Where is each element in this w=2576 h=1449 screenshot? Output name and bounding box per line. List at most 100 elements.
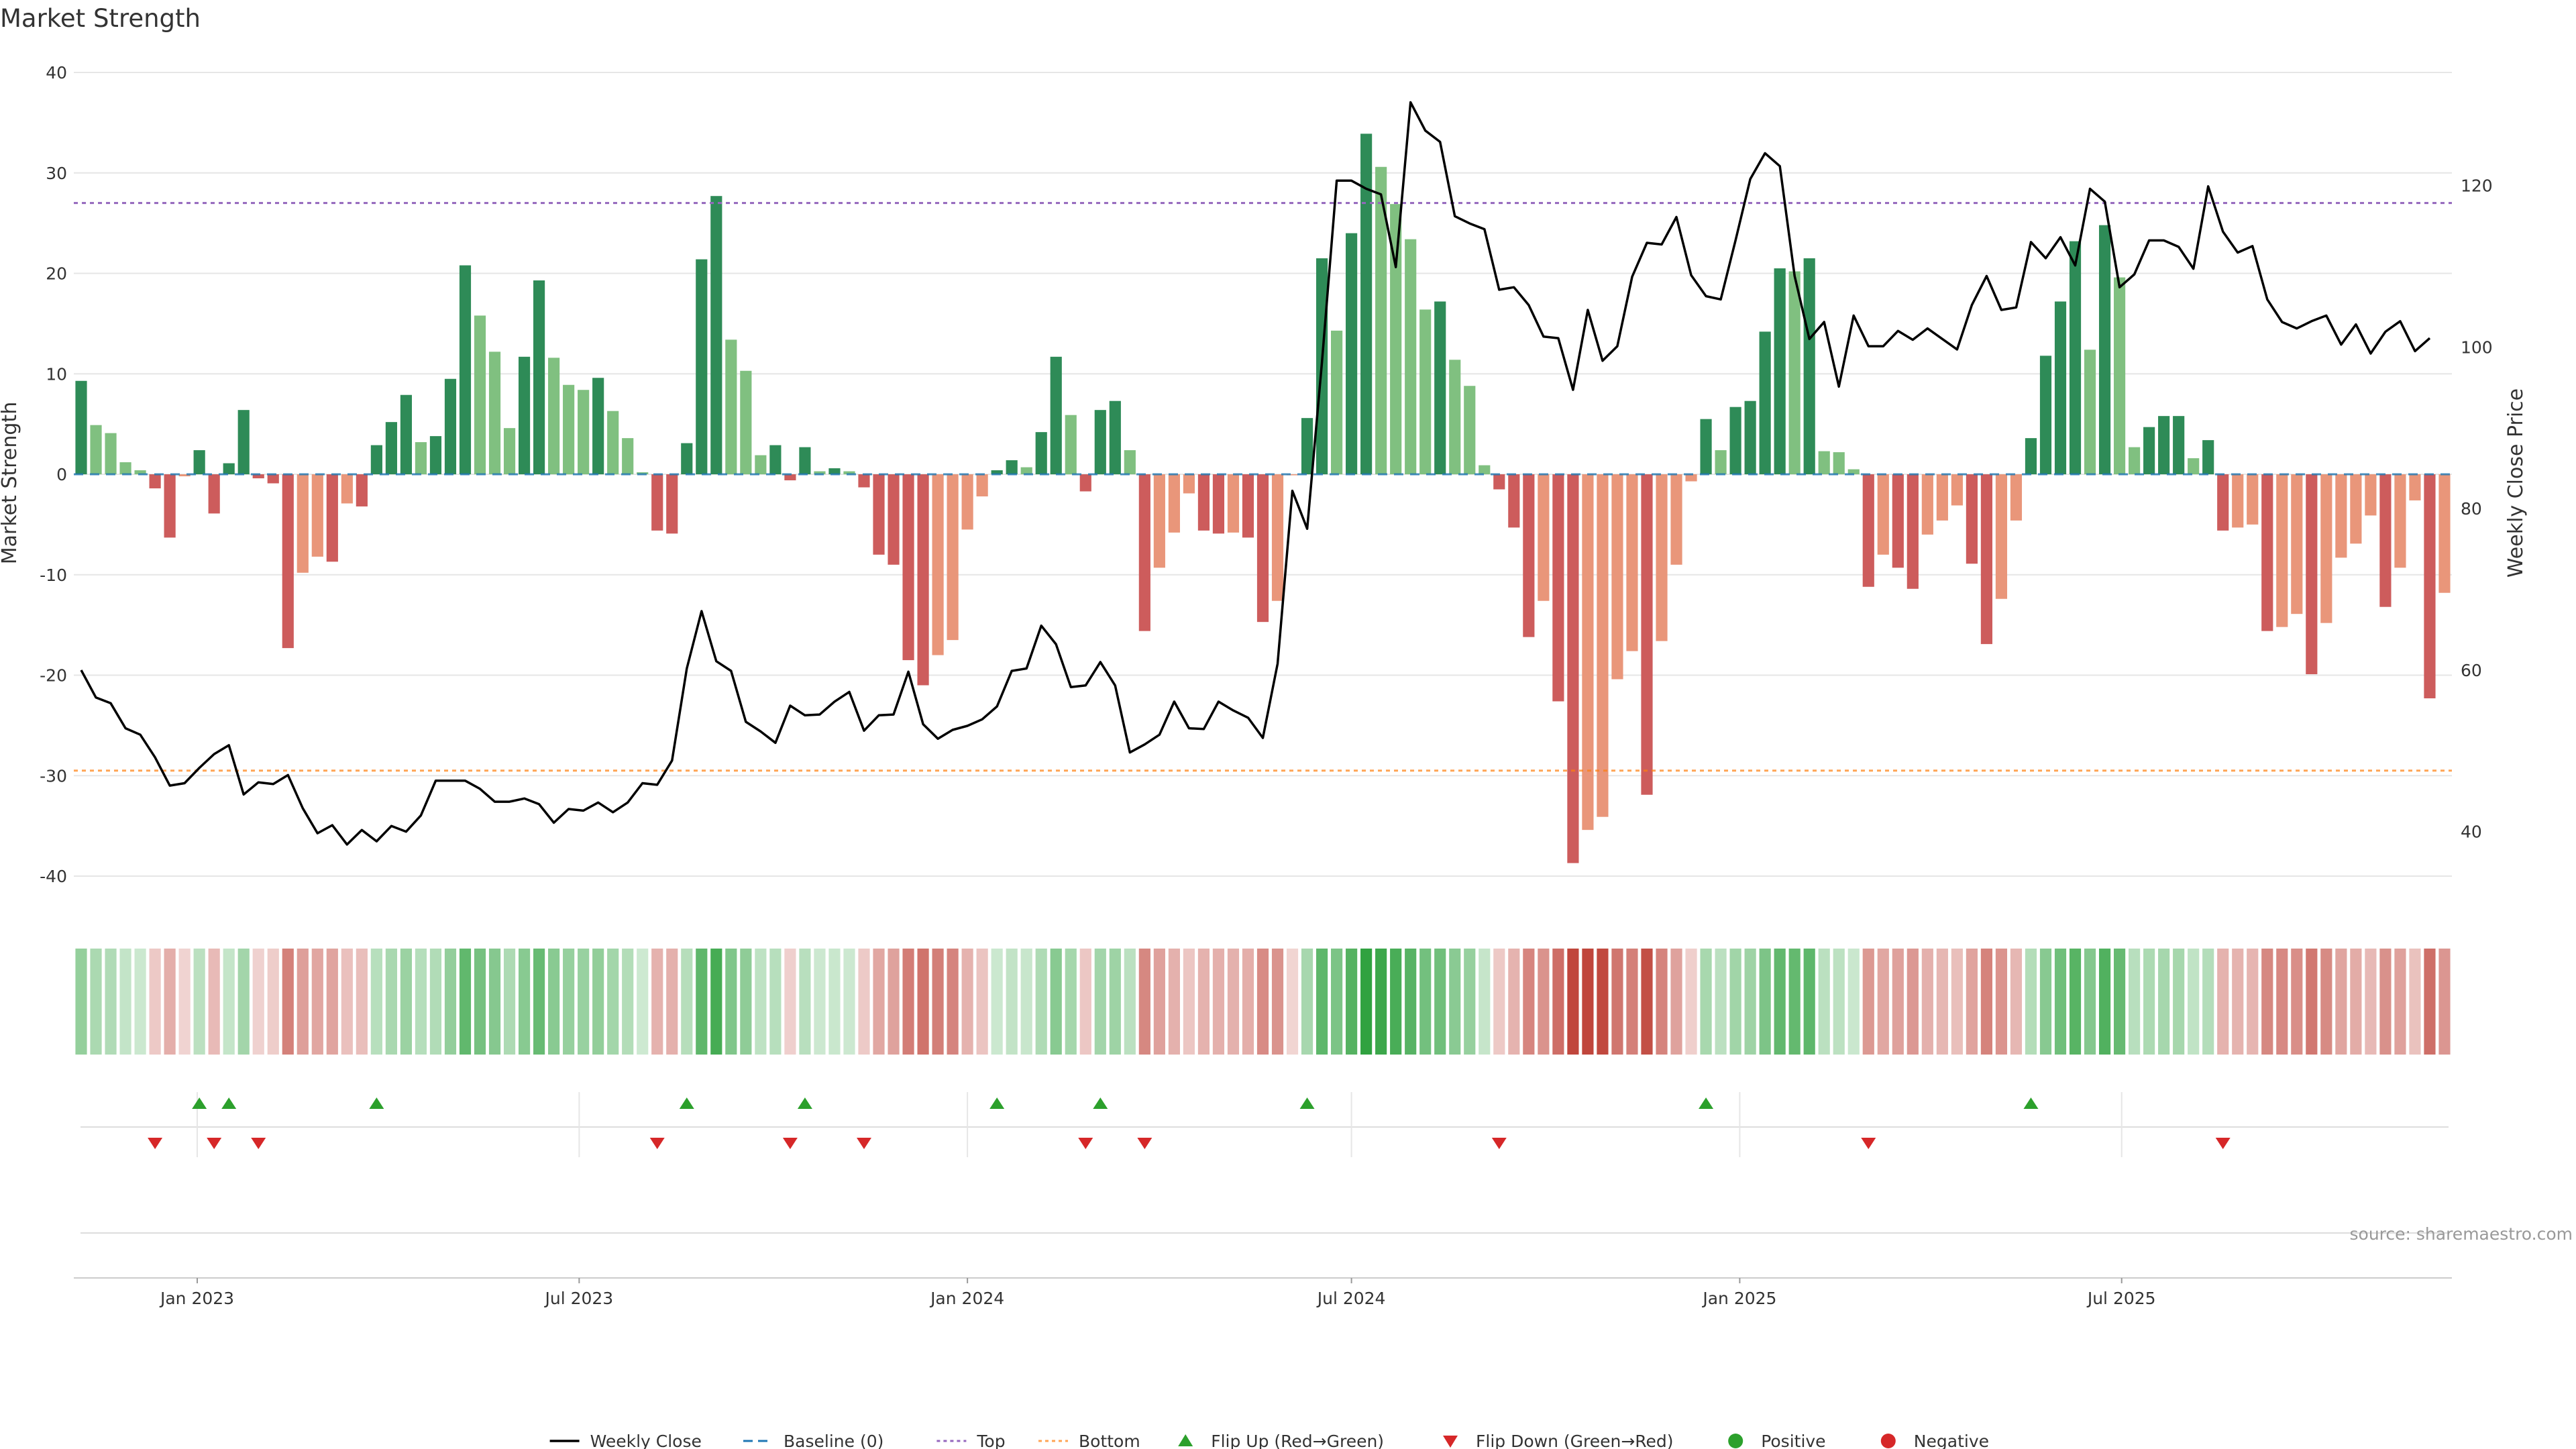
strength-bar xyxy=(2202,440,2214,475)
strength-bar xyxy=(2365,474,2377,516)
weekly-close-series xyxy=(80,101,2431,846)
strength-bar xyxy=(1847,469,1860,475)
heat-cell xyxy=(2113,949,2126,1055)
strength-bar xyxy=(2247,474,2259,525)
strength-bar xyxy=(518,356,531,475)
strength-bar xyxy=(2188,458,2200,475)
heat-cell xyxy=(1360,949,1373,1055)
heat-cell xyxy=(1065,949,1077,1055)
strength-bar xyxy=(1538,474,1550,601)
heat-cell xyxy=(1803,949,1815,1055)
left-tick-label: -10 xyxy=(40,566,67,585)
strength-bar xyxy=(755,455,767,475)
strength-bar xyxy=(1493,474,1505,490)
left-tick-label: 30 xyxy=(46,164,67,183)
legend-label: Positive xyxy=(1761,1432,1825,1449)
strength-bar xyxy=(681,443,693,475)
heat-cell xyxy=(1449,949,1461,1055)
strength-bar xyxy=(75,380,87,475)
legend-label: Negative xyxy=(1914,1432,1989,1449)
strength-bar xyxy=(1862,474,1874,587)
heat-cell xyxy=(75,949,87,1055)
heat-cell xyxy=(1523,949,1535,1055)
heat-cell xyxy=(932,949,944,1055)
right-axis-label: Weekly Close Price xyxy=(2504,388,2528,578)
left-axis-label: Market Strength xyxy=(0,402,21,564)
legend-label: Baseline (0) xyxy=(784,1432,883,1449)
strength-bar xyxy=(178,474,191,477)
heat-cell xyxy=(1995,949,2008,1055)
strength-bar xyxy=(1833,452,1845,475)
heat-cell xyxy=(961,949,973,1055)
heat-cell xyxy=(1626,949,1638,1055)
strength-bar xyxy=(799,447,811,475)
heat-cell xyxy=(888,949,900,1055)
legend-swatch-tri-down xyxy=(1443,1436,1458,1448)
heat-cell xyxy=(637,949,649,1055)
heat-cell xyxy=(578,949,590,1055)
strength-bar xyxy=(548,358,560,475)
flip-panel xyxy=(74,1126,2452,1279)
heat-cell xyxy=(149,949,161,1055)
heat-cell xyxy=(1833,949,1845,1055)
heat-cell xyxy=(1597,949,1609,1055)
x-axis-ticks: Jan 2023 Jul 2023 Jan 2024 Jul 2024 Jan 2025… xyxy=(159,1278,2156,1308)
strength-bar xyxy=(947,474,959,641)
heat-cell xyxy=(2010,949,2023,1055)
strength-bar xyxy=(1346,233,1358,475)
strength-bar xyxy=(237,410,250,475)
strength-bar xyxy=(2438,474,2451,593)
heat-cell xyxy=(2232,949,2244,1055)
strength-bar xyxy=(1508,474,1520,528)
strength-bar xyxy=(696,259,708,475)
strength-bar xyxy=(1050,356,1062,475)
strength-bar xyxy=(2025,438,2037,475)
heat-cell xyxy=(2173,949,2185,1055)
heat-cell xyxy=(2188,949,2200,1055)
legend-swatch-negative xyxy=(1880,1434,1896,1448)
legend-item: Baseline (0) xyxy=(743,1432,883,1449)
strength-bar xyxy=(1242,474,1254,538)
strength-bar xyxy=(1183,474,1195,494)
heat-cell xyxy=(2247,949,2259,1055)
heat-cell xyxy=(1759,949,1771,1055)
flip-down-marker xyxy=(148,1138,163,1149)
strength-bar xyxy=(1818,451,1830,475)
strength-bar xyxy=(1464,386,1476,475)
heat-cell xyxy=(2054,949,2067,1055)
heat-cell xyxy=(370,949,382,1055)
flip-down-marker xyxy=(1861,1138,1876,1149)
heat-cell xyxy=(2394,949,2406,1055)
heat-cell xyxy=(947,949,959,1055)
strength-bar xyxy=(1759,331,1771,475)
strength-bar xyxy=(223,463,235,475)
heat-cell xyxy=(2025,949,2037,1055)
flip-up-marker xyxy=(369,1097,384,1109)
heat-cell xyxy=(1700,949,1712,1055)
heat-cell xyxy=(2084,949,2096,1055)
left-tick-label: -30 xyxy=(40,766,67,786)
heat-cell xyxy=(488,949,501,1055)
strength-bar xyxy=(1227,474,1240,533)
heat-cell xyxy=(1464,949,1476,1055)
strength-bar xyxy=(1715,450,1727,475)
heat-cell xyxy=(1656,949,1668,1055)
strength-bar xyxy=(2276,474,2288,627)
strength-bar xyxy=(385,422,397,475)
heat-cell xyxy=(2069,949,2082,1055)
heat-cell xyxy=(2424,949,2436,1055)
heat-cell xyxy=(178,949,191,1055)
legend-item: Top xyxy=(936,1432,1006,1449)
strength-bar xyxy=(429,436,442,475)
strength-bar xyxy=(2113,277,2126,475)
flip-up-marker xyxy=(989,1097,1005,1109)
strength-bar xyxy=(208,474,220,514)
strength-bar xyxy=(873,474,885,555)
heat-cell xyxy=(1153,949,1165,1055)
heat-cell xyxy=(1921,949,1933,1055)
strength-bar xyxy=(1212,474,1225,534)
heat-cell xyxy=(1774,949,1786,1055)
flip-down-marker xyxy=(1137,1138,1152,1149)
heat-cell xyxy=(858,949,870,1055)
